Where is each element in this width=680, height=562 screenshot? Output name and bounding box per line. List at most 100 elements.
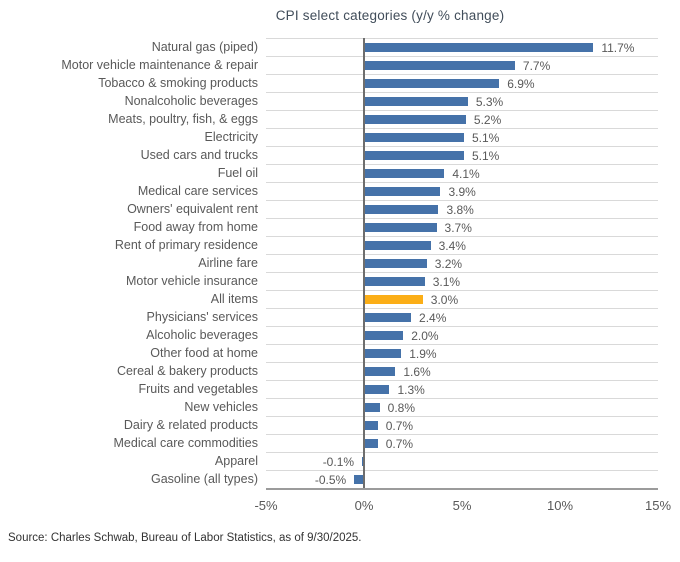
bar bbox=[364, 205, 439, 214]
value-label: 3.8% bbox=[446, 203, 474, 217]
chart-plot-area: Natural gas (piped) 11.7% Motor vehicle ma… bbox=[0, 38, 680, 488]
category-label: Airline fare bbox=[198, 256, 258, 270]
plot-cell: -0.1% bbox=[266, 452, 658, 470]
category-label: Medical care commodities bbox=[113, 436, 259, 450]
bar bbox=[364, 313, 412, 322]
value-label: 3.2% bbox=[434, 257, 463, 271]
plot-cell: 4.1% bbox=[266, 164, 658, 182]
bar bbox=[364, 439, 378, 448]
plot-cell: 3.9% bbox=[266, 182, 658, 200]
plot-cell: 7.7% bbox=[266, 56, 658, 74]
value-label: 3.4% bbox=[438, 239, 466, 253]
value-label: 0.7% bbox=[385, 437, 414, 451]
category-row: Nonalcoholic beverages 5.3% bbox=[0, 92, 680, 110]
category-row: Airline fare 3.2% bbox=[0, 254, 680, 272]
category-label: Motor vehicle insurance bbox=[125, 274, 258, 288]
value-label: 0.8% bbox=[387, 401, 416, 415]
value-label: 0.7% bbox=[385, 419, 414, 433]
category-row: Dairy & related products 0.7% bbox=[0, 416, 680, 434]
bar bbox=[364, 97, 468, 106]
plot-cell: 3.7% bbox=[266, 218, 658, 236]
bar bbox=[364, 331, 404, 340]
category-label: Fruits and vegetables bbox=[138, 382, 258, 396]
category-label: Electricity bbox=[204, 130, 258, 144]
value-label: 4.1% bbox=[452, 167, 480, 181]
plot-cell: 5.3% bbox=[266, 92, 658, 110]
plot-cell: 5.2% bbox=[266, 110, 658, 128]
category-row: Motor vehicle insurance 3.1% bbox=[0, 272, 680, 290]
plot-cell: 2.4% bbox=[266, 308, 658, 326]
plot-cell: 3.1% bbox=[266, 272, 658, 290]
plot-cell: 2.0% bbox=[266, 326, 658, 344]
category-row: Apparel -0.1% bbox=[0, 452, 680, 470]
bar bbox=[364, 277, 425, 286]
value-label: 3.0% bbox=[430, 293, 459, 307]
x-tick-label: -5% bbox=[254, 498, 278, 513]
category-label: Physicians' services bbox=[146, 310, 258, 324]
plot-cell: -0.5% bbox=[266, 470, 658, 488]
category-label: Tobacco & smoking products bbox=[98, 76, 258, 90]
value-label: 1.9% bbox=[409, 347, 437, 361]
value-label: 3.9% bbox=[448, 185, 476, 199]
plot-cell: 0.7% bbox=[266, 416, 658, 434]
plot-cell: 1.9% bbox=[266, 344, 658, 362]
category-row: Cereal & bakery products 1.6% bbox=[0, 362, 680, 380]
category-row: Physicians' services 2.4% bbox=[0, 308, 680, 326]
value-label: 5.1% bbox=[471, 131, 500, 145]
bar bbox=[354, 475, 364, 484]
category-row: New vehicles 0.8% bbox=[0, 398, 680, 416]
category-label: Motor vehicle maintenance & repair bbox=[61, 58, 258, 72]
plot-cell: 3.2% bbox=[266, 254, 658, 272]
category-row: Medical care services 3.9% bbox=[0, 182, 680, 200]
bar bbox=[364, 133, 464, 142]
category-row: Other food at home 1.9% bbox=[0, 344, 680, 362]
plot-cell: 0.8% bbox=[266, 398, 658, 416]
category-label: Used cars and trucks bbox=[140, 148, 258, 162]
value-label: 2.4% bbox=[419, 311, 447, 325]
category-row: Rent of primary residence 3.4% bbox=[0, 236, 680, 254]
plot-cell: 5.1% bbox=[266, 128, 658, 146]
value-label: 5.3% bbox=[475, 95, 504, 109]
value-label: 1.3% bbox=[397, 383, 425, 397]
plot-cell: 3.0% bbox=[266, 290, 658, 308]
bar-highlight bbox=[364, 295, 423, 304]
category-row: Electricity 5.1% bbox=[0, 128, 680, 146]
bar bbox=[364, 61, 515, 70]
value-label: 3.7% bbox=[444, 221, 472, 235]
value-label: 11.7% bbox=[601, 41, 635, 55]
value-label: 5.2% bbox=[473, 113, 502, 127]
x-axis-line bbox=[266, 488, 658, 490]
bar bbox=[364, 115, 466, 124]
category-label: Nonalcoholic beverages bbox=[124, 94, 258, 108]
category-label: Gasoline (all types) bbox=[151, 472, 258, 486]
category-row: Gasoline (all types) -0.5% bbox=[0, 470, 680, 488]
bar bbox=[364, 79, 500, 88]
plot-cell: 0.7% bbox=[266, 434, 658, 452]
value-label: 1.6% bbox=[403, 365, 431, 379]
category-row: Motor vehicle maintenance & repair 7.7% bbox=[0, 56, 680, 74]
plot-cell: 6.9% bbox=[266, 74, 658, 92]
category-label: Other food at home bbox=[150, 346, 258, 360]
bar bbox=[364, 187, 441, 196]
category-row: Owners' equivalent rent 3.8% bbox=[0, 200, 680, 218]
category-label: Dairy & related products bbox=[123, 418, 258, 432]
category-row: Used cars and trucks 5.1% bbox=[0, 146, 680, 164]
x-tick-label: 5% bbox=[452, 498, 472, 513]
plot-cell: 1.3% bbox=[266, 380, 658, 398]
category-row: Medical care commodities 0.7% bbox=[0, 434, 680, 452]
bar bbox=[364, 385, 390, 394]
category-row: Tobacco & smoking products 6.9% bbox=[0, 74, 680, 92]
value-label: 6.9% bbox=[507, 77, 535, 91]
category-label: Cereal & bakery products bbox=[116, 364, 258, 378]
category-label: Apparel bbox=[214, 454, 258, 468]
category-label: Rent of primary residence bbox=[114, 238, 258, 252]
value-label: -0.5% bbox=[314, 473, 347, 487]
plot-cell: 5.1% bbox=[266, 146, 658, 164]
category-label: New vehicles bbox=[184, 400, 258, 414]
category-label: Meats, poultry, fish, & eggs bbox=[108, 112, 258, 126]
category-label: Alcoholic beverages bbox=[146, 328, 258, 342]
plot-cell: 3.4% bbox=[266, 236, 658, 254]
category-label: Food away from home bbox=[133, 220, 258, 234]
category-row: All items 3.0% bbox=[0, 290, 680, 308]
